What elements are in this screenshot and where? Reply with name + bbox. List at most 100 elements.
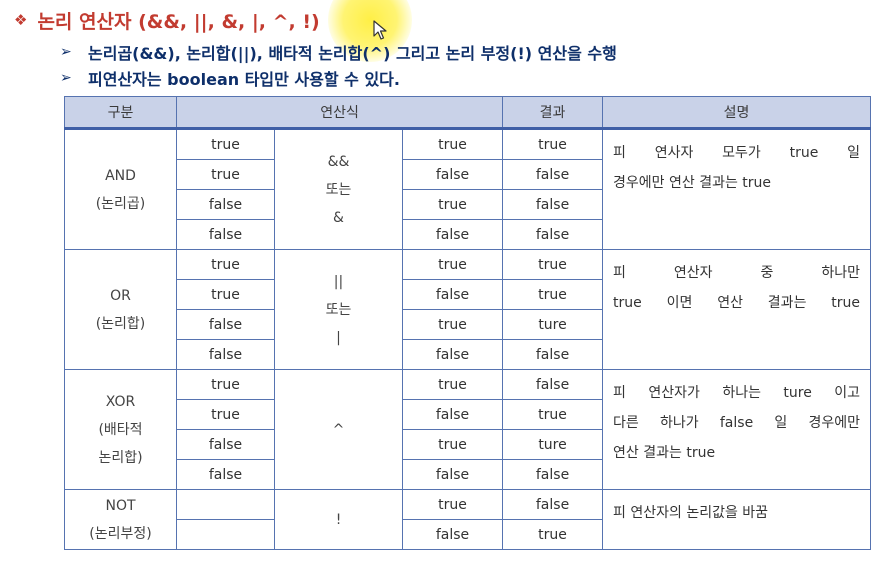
operator-cell: && 또는 & [274, 128, 403, 250]
result-cell: true [502, 279, 604, 310]
slide-title-text: 논리 연산자 (&&, ||, &, |, ^, !) [37, 10, 320, 33]
table-row: false false false [65, 459, 871, 490]
category-label: (논리부정) [89, 525, 152, 542]
table-row: false true [65, 519, 871, 550]
table-row: XOR (배타적 논리합) true ^ true false 피 연산자가 하나는 ture… [64, 369, 872, 490]
right-operand-cell: true [401, 189, 504, 220]
left-operand-cell: false [176, 339, 275, 370]
bullet-point: ➢ 피연산자는 boolean 타입만 사용할 수 있다. [60, 66, 400, 90]
right-operand-cell: false [401, 339, 504, 370]
category-label: (논리곱) [95, 195, 146, 212]
result-cell: false [502, 459, 604, 490]
result-cell: false [502, 219, 604, 250]
description-text: true 이면 연산 결과는 true [613, 295, 861, 311]
result-cell: false [502, 489, 604, 520]
category-cell: OR (논리합) [64, 249, 177, 370]
right-operand-cell: false [401, 279, 504, 310]
result-cell: ture [502, 309, 604, 340]
operator-symbol: 또는 [325, 181, 352, 198]
operator-symbol: ! [335, 511, 342, 528]
table-row: false true ture [65, 309, 871, 340]
category-label: XOR [105, 393, 136, 410]
table-row: NOT (논리부정)! true false 피 연산자의 논리값을 바꿈 [64, 489, 872, 550]
description-text: 연산 결과는 true [613, 445, 716, 461]
result-cell: false [502, 159, 604, 190]
result-cell: ture [502, 429, 604, 460]
left-operand-cell: false [176, 189, 275, 220]
operator-symbol: && [327, 153, 350, 170]
table-row: OR (논리합) true || 또는 | true true 피 연산자 중 하나만 true … [64, 249, 872, 370]
operator-cell: ^ [274, 369, 403, 490]
table-header-row: 구분 연산식 결과 설명 [64, 96, 872, 130]
header-result: 결과 [502, 96, 604, 130]
description-text: 피 연산자의 논리값을 바꿈 [613, 505, 769, 521]
table-row: false false false [65, 219, 871, 250]
category-label: AND [105, 167, 136, 184]
result-cell: true [502, 519, 604, 550]
right-operand-cell: true [401, 489, 504, 520]
operator-symbol: ^ [332, 421, 345, 438]
table-row: false false false [65, 339, 871, 370]
description-cell: 피 연산자의 논리값을 바꿈 [602, 489, 872, 550]
category-cell: NOT (논리부정) [64, 489, 177, 550]
operator-symbol: & [333, 209, 344, 226]
bullet-point: ➢ 논리곱(&&), 논리합(||), 배타적 논리합(^) 그리고 논리 부정… [60, 40, 617, 64]
operator-cell: ! [274, 489, 403, 550]
left-operand-cell: false [176, 309, 275, 340]
logical-operator-table: 구분 연산식 결과 설명 AND (논리곱) true && 또는 & true true 피 … [64, 96, 872, 550]
left-operand-cell: true [176, 159, 275, 190]
result-cell: false [502, 339, 604, 370]
table-body: AND (논리곱) true && 또는 & true true 피 연사자 모두가 true … [64, 128, 872, 550]
right-operand-cell: false [401, 519, 504, 550]
table-row: false true false [65, 189, 871, 220]
bullet-text: 논리곱(&&), 논리합(||), 배타적 논리합(^) 그리고 논리 부정(!… [88, 44, 617, 63]
right-operand-cell: true [401, 309, 504, 340]
result-cell: true [502, 249, 604, 280]
category-label: (논리합) [95, 315, 146, 332]
left-operand-cell: false [176, 459, 275, 490]
header-description: 설명 [602, 96, 872, 130]
diamond-bullet-icon: ❖ [14, 11, 28, 29]
right-operand-cell: true [401, 128, 504, 160]
mouse-pointer-icon [373, 20, 387, 40]
category-label: NOT [105, 497, 136, 514]
left-operand-cell: false [176, 219, 275, 250]
description-text: 피 연산자가 하나는 ture 이고 [613, 385, 861, 401]
result-cell: false [502, 189, 604, 220]
result-cell: true [502, 128, 604, 160]
header-expression: 연산식 [175, 96, 504, 130]
operator-symbol: || [333, 273, 344, 290]
left-operand-cell [176, 489, 275, 520]
table-row: true false true [65, 279, 871, 310]
left-operand-cell: true [176, 279, 275, 310]
description-text: 다른 하나가 false 일 경우에만 [613, 415, 861, 431]
right-operand-cell: true [401, 249, 504, 280]
category-label: 논리합) [98, 449, 143, 466]
category-label: (배타적 [98, 421, 143, 438]
description-cell: 피 연산자 중 하나만 true 이면 연산 결과는 true [602, 249, 872, 370]
left-operand-cell: false [176, 429, 275, 460]
header-category: 구분 [64, 96, 177, 130]
right-operand-cell: false [401, 399, 504, 430]
operator-symbol: | [336, 329, 341, 346]
slide-title: ❖ 논리 연산자 (&&, ||, &, |, ^, !) [14, 5, 320, 35]
right-operand-cell: false [401, 219, 504, 250]
table-row: AND (논리곱) true && 또는 & true true 피 연사자 모두가 true … [64, 128, 872, 250]
description-text: 피 연사자 모두가 true 일 [613, 145, 861, 161]
arrow-bullet-icon: ➢ [60, 70, 72, 86]
description-text: 경우에만 연산 결과는 true [613, 175, 772, 191]
right-operand-cell: true [401, 369, 504, 400]
operator-cell: || 또는 | [274, 249, 403, 370]
bullet-text: 피연산자는 boolean 타입만 사용할 수 있다. [88, 70, 400, 89]
category-cell: AND (논리곱) [64, 128, 177, 250]
arrow-bullet-icon: ➢ [60, 44, 72, 60]
left-operand-cell: true [176, 369, 275, 400]
category-label: OR [110, 287, 131, 304]
table-row: true false false [65, 159, 871, 190]
left-operand-cell: true [176, 128, 275, 160]
description-text: 피 연산자 중 하나만 [613, 265, 861, 281]
